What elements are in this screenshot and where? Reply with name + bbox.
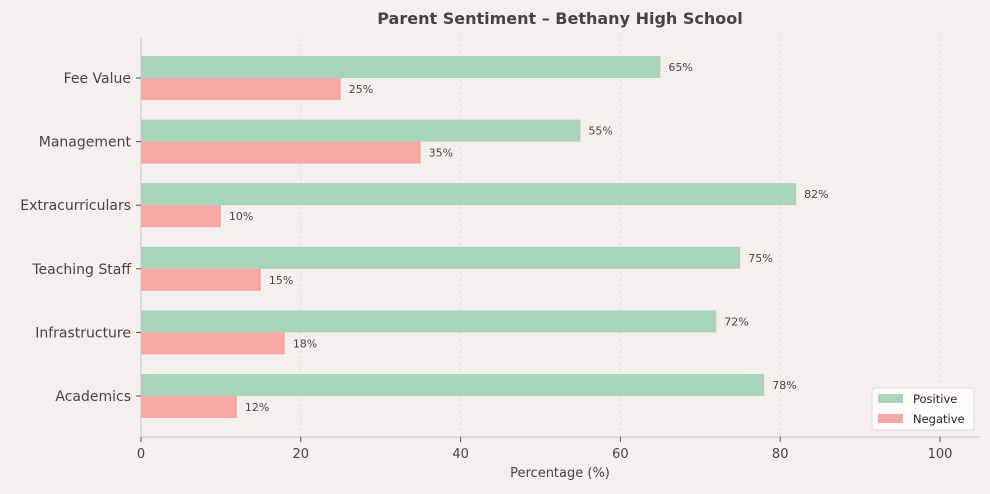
bar-positive bbox=[141, 183, 797, 206]
legend-label: Negative bbox=[913, 412, 965, 426]
x-tick-label: 80 bbox=[772, 447, 789, 462]
y-tick-label: Infrastructure bbox=[35, 325, 131, 341]
bar-positive bbox=[141, 119, 581, 142]
data-label: 78% bbox=[772, 379, 796, 392]
legend: Positive Negative bbox=[871, 387, 975, 431]
bar-positive bbox=[141, 374, 765, 396]
x-tick-label: 20 bbox=[293, 447, 310, 462]
bar-negative bbox=[141, 78, 341, 100]
data-label: 35% bbox=[429, 147, 453, 160]
data-label: 72% bbox=[724, 315, 748, 328]
data-label: 55% bbox=[588, 125, 612, 138]
data-label: 65% bbox=[668, 61, 692, 74]
data-label: 18% bbox=[293, 337, 317, 350]
data-label: 75% bbox=[748, 252, 772, 265]
bar-negative bbox=[141, 205, 221, 228]
data-label: 25% bbox=[349, 83, 373, 96]
x-tick-label: 60 bbox=[612, 447, 629, 462]
bar-positive bbox=[141, 246, 741, 269]
bar-positive bbox=[141, 310, 717, 333]
x-tick-label: 0 bbox=[137, 447, 145, 462]
chart-title: Parent Sentiment – Bethany High School bbox=[377, 9, 742, 28]
bar-negative bbox=[141, 268, 261, 291]
data-label: 12% bbox=[245, 401, 269, 414]
legend-swatch-negative bbox=[878, 414, 903, 423]
bar-negative bbox=[141, 332, 285, 355]
data-label: 10% bbox=[229, 210, 253, 223]
bar-negative bbox=[141, 141, 421, 164]
y-tick-label: Extracurriculars bbox=[20, 198, 131, 214]
x-tick-label: 100 bbox=[928, 447, 953, 462]
y-tick-label: Teaching Staff bbox=[31, 262, 131, 278]
x-tick-label: 40 bbox=[452, 447, 469, 462]
legend-label: Positive bbox=[913, 392, 957, 406]
bar-negative bbox=[141, 396, 237, 418]
y-tick-label: Fee Value bbox=[64, 71, 131, 87]
data-label: 15% bbox=[269, 274, 293, 287]
data-label: 82% bbox=[804, 188, 828, 201]
y-tick-label: Management bbox=[39, 135, 132, 151]
bar-positive bbox=[141, 56, 661, 78]
y-tick-label: Academics bbox=[55, 389, 131, 405]
x-axis-label: Percentage (%) bbox=[510, 466, 610, 481]
legend-swatch-positive bbox=[878, 394, 903, 403]
